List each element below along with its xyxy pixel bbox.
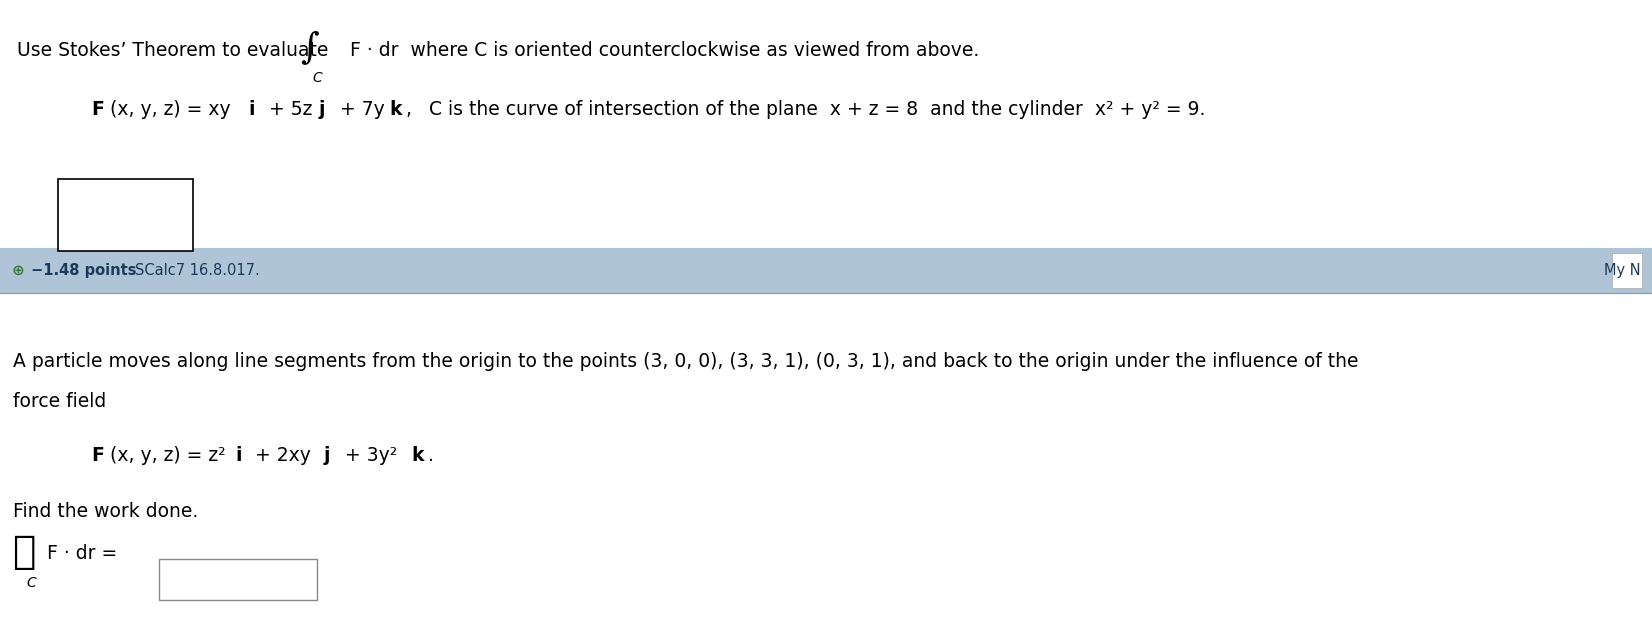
Text: C is the curve of intersection of the plane  x + z = 8  and the cylinder  x² + y: C is the curve of intersection of the pl… <box>405 100 1204 119</box>
Bar <box>0 248 1652 293</box>
Text: i: i <box>249 100 254 119</box>
Text: ⊕: ⊕ <box>12 263 25 278</box>
Text: My N: My N <box>1604 263 1640 278</box>
Text: (x, y, z) = xy: (x, y, z) = xy <box>109 100 231 119</box>
Text: A particle moves along line segments from the origin to the points (3, 0, 0), (3: A particle moves along line segments fro… <box>13 352 1358 371</box>
Text: .: . <box>428 446 434 465</box>
Text: j: j <box>324 446 330 465</box>
Text: Use Stokes’ Theorem to evaluate: Use Stokes’ Theorem to evaluate <box>17 41 327 60</box>
Text: ∫: ∫ <box>301 30 319 64</box>
Text: (x, y, z) = z²: (x, y, z) = z² <box>109 446 225 465</box>
Bar <box>0 0 1652 248</box>
Text: ,: , <box>406 100 411 119</box>
Text: F: F <box>91 446 104 465</box>
Text: force field: force field <box>13 392 106 411</box>
Text: ∮: ∮ <box>12 534 35 571</box>
Text: + 7y: + 7y <box>334 100 385 119</box>
Text: + 2xy: + 2xy <box>249 446 311 465</box>
Text: C: C <box>26 576 36 590</box>
Text: j: j <box>319 100 325 119</box>
Text: + 3y²: + 3y² <box>339 446 396 465</box>
Text: F · dr  where C is oriented counterclockwise as viewed from above.: F · dr where C is oriented counterclockw… <box>344 41 980 60</box>
Text: F: F <box>91 100 104 119</box>
Bar <box>58 179 193 251</box>
Text: k: k <box>390 100 403 119</box>
Text: i: i <box>236 446 241 465</box>
Text: k: k <box>411 446 425 465</box>
Text: −1.48 points: −1.48 points <box>31 263 137 278</box>
Text: SCalc7 16.8.017.: SCalc7 16.8.017. <box>135 263 261 278</box>
Bar <box>0 293 1652 628</box>
Text: Find the work done.: Find the work done. <box>13 502 198 521</box>
Text: + 5z: + 5z <box>263 100 312 119</box>
Bar <box>1612 253 1642 288</box>
Text: F · dr =: F · dr = <box>41 544 117 563</box>
Bar <box>159 559 317 600</box>
Text: C: C <box>312 72 322 85</box>
